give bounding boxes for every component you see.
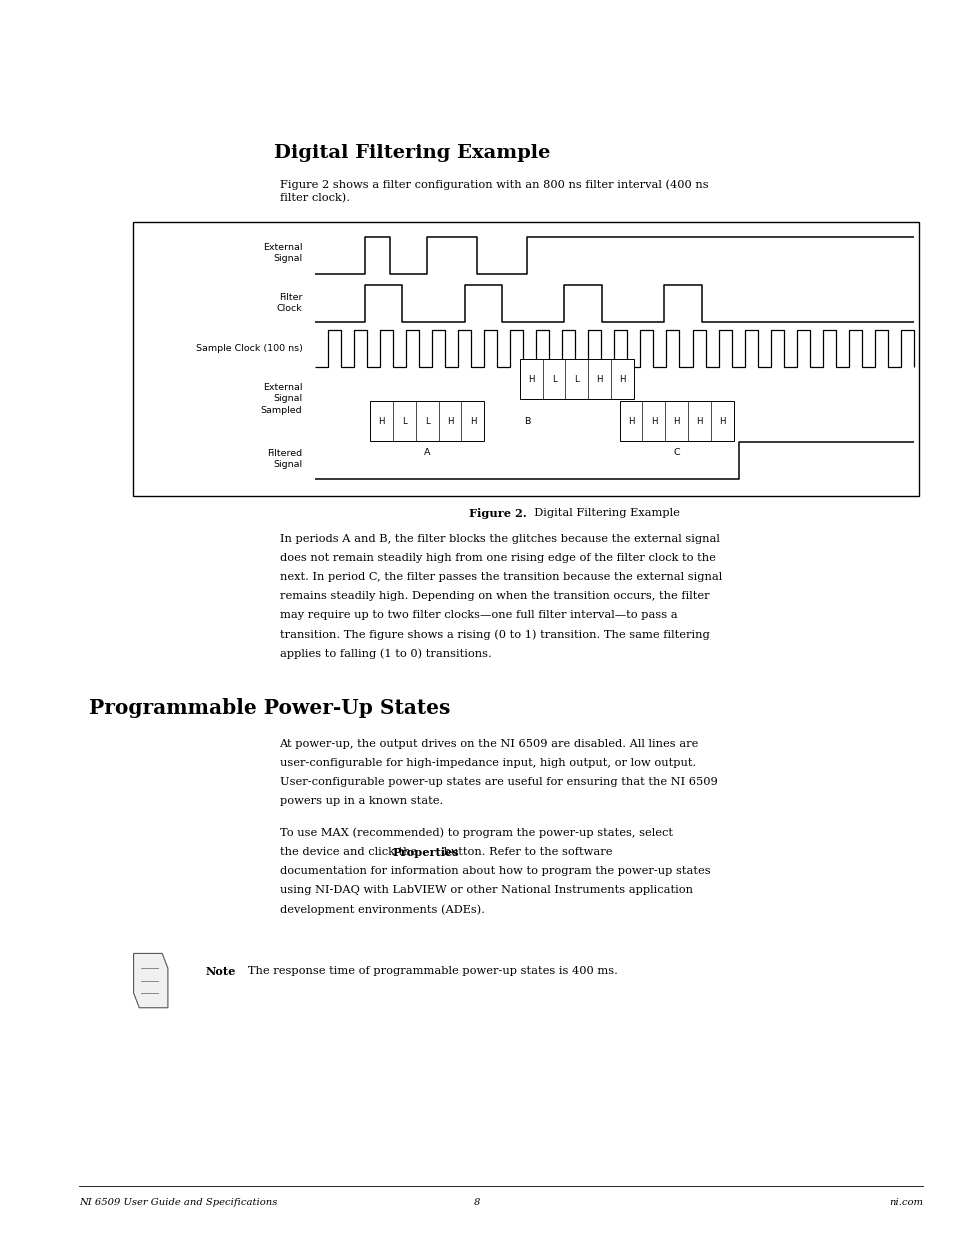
Text: H: H bbox=[446, 416, 453, 426]
Text: transition. The figure shows a rising (0 to 1) transition. The same filtering: transition. The figure shows a rising (0… bbox=[279, 630, 708, 640]
Text: Filtered
Signal: Filtered Signal bbox=[267, 450, 302, 469]
Polygon shape bbox=[133, 953, 168, 1008]
Text: applies to falling (1 to 0) transitions.: applies to falling (1 to 0) transitions. bbox=[279, 648, 491, 659]
Text: H: H bbox=[719, 416, 725, 426]
Text: H: H bbox=[377, 416, 384, 426]
Bar bbox=[519, 359, 634, 399]
Text: documentation for information about how to program the power-up states: documentation for information about how … bbox=[279, 866, 709, 876]
Text: External
Signal
Sampled: External Signal Sampled bbox=[260, 383, 302, 415]
Text: L: L bbox=[424, 416, 429, 426]
Text: development environments (ADEs).: development environments (ADEs). bbox=[279, 904, 484, 915]
Text: At power-up, the output drives on the NI 6509 are disabled. All lines are: At power-up, the output drives on the NI… bbox=[279, 739, 699, 748]
Text: Digital Filtering Example: Digital Filtering Example bbox=[274, 144, 550, 163]
Text: H: H bbox=[673, 416, 679, 426]
Bar bbox=[618, 401, 733, 441]
Text: Note: Note bbox=[205, 966, 235, 977]
Text: NI 6509 User Guide and Specifications: NI 6509 User Guide and Specifications bbox=[79, 1198, 277, 1207]
Text: C: C bbox=[673, 448, 679, 457]
Text: To use MAX (recommended) to program the power-up states, select: To use MAX (recommended) to program the … bbox=[279, 827, 672, 839]
Text: does not remain steadily high from one rising edge of the filter clock to the: does not remain steadily high from one r… bbox=[279, 553, 715, 563]
Text: H: H bbox=[527, 374, 534, 384]
Bar bbox=[370, 401, 484, 441]
Text: may require up to two filter clocks—one full filter interval—to pass a: may require up to two filter clocks—one … bbox=[279, 610, 677, 620]
Text: The response time of programmable power-up states is 400 ms.: The response time of programmable power-… bbox=[236, 966, 617, 976]
Text: Figure 2 shows a filter configuration with an 800 ns filter interval (400 ns
fil: Figure 2 shows a filter configuration wi… bbox=[279, 179, 707, 204]
Text: Filter
Clock: Filter Clock bbox=[276, 293, 302, 312]
Text: B: B bbox=[523, 416, 530, 426]
Bar bbox=[132, 222, 918, 496]
Text: L: L bbox=[551, 374, 556, 384]
Text: In periods A and B, the filter blocks the glitches because the external signal: In periods A and B, the filter blocks th… bbox=[279, 534, 719, 543]
Text: remains steadily high. Depending on when the transition occurs, the filter: remains steadily high. Depending on when… bbox=[279, 592, 708, 601]
Text: using NI-DAQ with LabVIEW or other National Instruments application: using NI-DAQ with LabVIEW or other Natio… bbox=[279, 884, 692, 895]
Text: H: H bbox=[596, 374, 602, 384]
Text: ni.com: ni.com bbox=[888, 1198, 923, 1207]
Text: Programmable Power-Up States: Programmable Power-Up States bbox=[89, 698, 450, 718]
Text: Sample Clock (100 ns): Sample Clock (100 ns) bbox=[195, 343, 302, 353]
Text: Properties: Properties bbox=[393, 847, 459, 857]
Text: next. In period C, the filter passes the transition because the external signal: next. In period C, the filter passes the… bbox=[279, 572, 721, 582]
Text: Figure 2.: Figure 2. bbox=[468, 508, 526, 519]
Text: Digital Filtering Example: Digital Filtering Example bbox=[526, 508, 679, 517]
Text: powers up in a known state.: powers up in a known state. bbox=[279, 795, 442, 806]
Text: H: H bbox=[469, 416, 476, 426]
Text: H: H bbox=[650, 416, 657, 426]
Text: user-configurable for high-impedance input, high output, or low output.: user-configurable for high-impedance inp… bbox=[279, 758, 695, 768]
Text: L: L bbox=[574, 374, 578, 384]
Text: A: A bbox=[423, 448, 430, 457]
Text: button. Refer to the software: button. Refer to the software bbox=[440, 847, 612, 857]
Text: the device and click the: the device and click the bbox=[279, 847, 420, 857]
Text: H: H bbox=[696, 416, 702, 426]
Text: 8: 8 bbox=[474, 1198, 479, 1207]
Text: User-configurable power-up states are useful for ensuring that the NI 6509: User-configurable power-up states are us… bbox=[279, 777, 717, 787]
Text: L: L bbox=[401, 416, 406, 426]
Text: External
Signal: External Signal bbox=[263, 243, 302, 263]
Text: H: H bbox=[618, 374, 625, 384]
Text: H: H bbox=[627, 416, 634, 426]
